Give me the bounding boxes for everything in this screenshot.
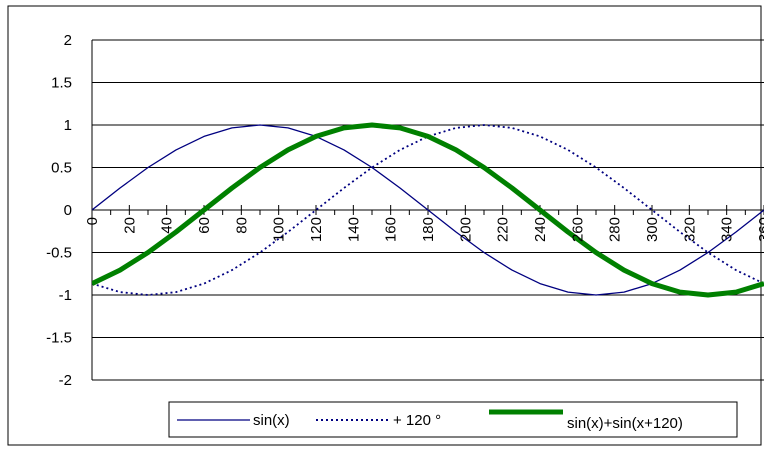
x-tick-label: 240	[532, 217, 549, 242]
x-tick-label: 340	[719, 217, 736, 242]
x-tick-label: 360	[756, 217, 764, 242]
x-tick-label: 120	[308, 217, 325, 242]
x-tick-label: 200	[457, 217, 474, 242]
x-tick-label: 140	[345, 217, 362, 242]
tick-label-layer: 2 1.5 1 0.5 0 -0.5 -1 -1.5 -2 0 20 40 60 80 100 120 140 1…	[46, 32, 764, 389]
y-tick-label: -0.5	[46, 245, 72, 262]
chart-frame	[7, 5, 762, 446]
legend-label-sin: sin(x)	[253, 412, 290, 429]
legend: sin(x) + 120 ° sin(x)+sin(x+120)	[168, 401, 738, 438]
x-tick-label: 280	[607, 217, 624, 242]
legend-box	[168, 401, 738, 438]
x-tick-label: 60	[196, 217, 213, 234]
x-tick-label: 40	[159, 217, 176, 234]
y-tick-label: 1	[64, 117, 72, 134]
x-tick-label: 160	[383, 217, 400, 242]
x-tick-label: 320	[681, 217, 698, 242]
x-tick-label: 80	[233, 217, 250, 234]
grid-layer	[92, 39, 764, 381]
y-tick-label: 0	[64, 202, 72, 219]
y-tick-label: -1	[59, 287, 72, 304]
y-tick-label: -2	[59, 372, 72, 389]
x-tick-label: 260	[569, 217, 586, 242]
series-layer	[92, 122, 764, 298]
y-tick-label: -1.5	[46, 330, 72, 347]
y-tick-label: 1.5	[51, 75, 72, 92]
x-tick-label: 0	[84, 217, 101, 225]
x-tick-label: 220	[495, 217, 512, 242]
y-tick-label: 0.5	[51, 160, 72, 177]
legend-label-sum: sin(x)+sin(x+120)	[567, 415, 683, 432]
x-tick-label: 180	[420, 217, 437, 242]
x-tick-label: 20	[121, 217, 138, 234]
x-tick-label: 300	[644, 217, 661, 242]
series-line-2	[92, 122, 764, 298]
x-tick-label: 100	[271, 217, 288, 242]
y-tick-label: 2	[64, 32, 72, 49]
legend-label-shift: + 120 °	[393, 412, 441, 429]
